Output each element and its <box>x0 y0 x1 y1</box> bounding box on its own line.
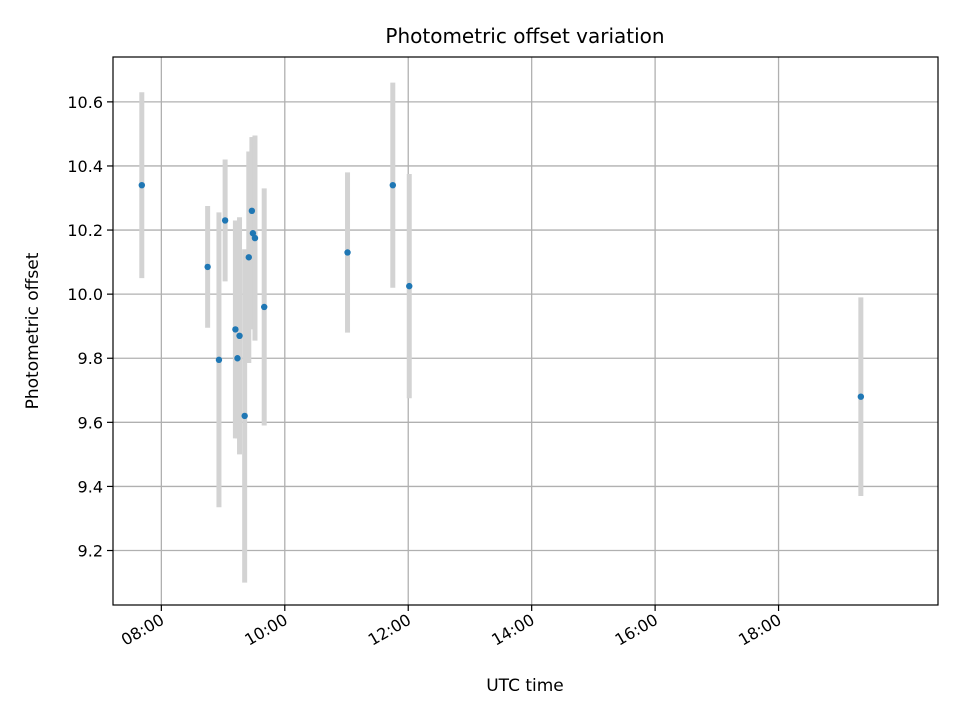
data-point <box>232 326 239 333</box>
chart-title: Photometric offset variation <box>385 24 664 48</box>
data-point <box>857 393 865 400</box>
y-axis-ticks: 9.2 9.4 9.6 9.8 10.0 10.2 10.4 10.6 <box>67 93 113 561</box>
data-point <box>241 412 248 420</box>
data-point <box>344 249 351 256</box>
data-point <box>236 332 243 340</box>
data-point <box>248 207 256 215</box>
data-point <box>221 217 229 224</box>
y-tick-label: 9.8 <box>78 349 103 368</box>
plot-frame <box>112 56 939 606</box>
data-point <box>138 181 146 189</box>
data-point <box>215 356 223 364</box>
data-point <box>261 303 268 311</box>
y-tick-label: 10.2 <box>67 221 103 240</box>
y-tick-label: 9.6 <box>78 413 103 432</box>
data-point <box>389 181 397 189</box>
data-point <box>406 282 413 290</box>
y-tick-label: 9.4 <box>78 477 103 496</box>
data-point <box>245 254 252 261</box>
data-point <box>251 234 259 242</box>
data-points <box>138 181 865 420</box>
data-point <box>234 355 241 362</box>
y-axis-title: Photometric offset <box>23 252 43 409</box>
data-point <box>249 230 257 237</box>
y-tick-label: 10.0 <box>67 285 103 304</box>
x-axis-title: UTC time <box>486 676 564 696</box>
y-tick-label: 9.2 <box>78 542 103 561</box>
data-point <box>204 263 211 271</box>
y-tick-label: 10.4 <box>67 157 103 176</box>
y-tick-label: 10.6 <box>67 93 103 112</box>
